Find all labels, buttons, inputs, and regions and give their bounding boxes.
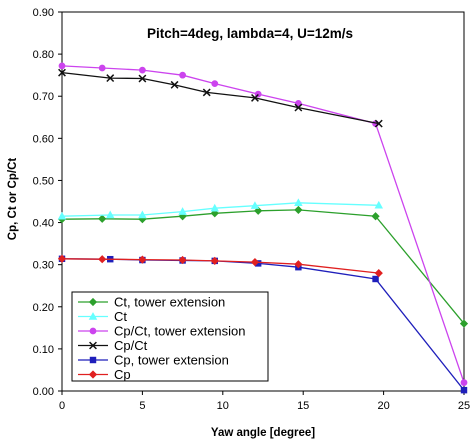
legend-entry: Cp [78,367,131,382]
y-axis-title: Cp, Ct or Cp/Ct [7,158,19,241]
legend-marker [89,341,97,350]
data-point-stroke [202,88,211,97]
legend-entry: Cp/Ct [78,338,148,353]
data-point-stroke [374,119,383,128]
legend-entry: Ct, tower extension [78,295,225,310]
legend-label: Cp/Ct [114,338,148,353]
legend-box [71,291,269,382]
data-point-stroke [58,68,66,77]
data-point [211,80,219,87]
series-1 [57,198,384,220]
data-point [138,255,147,264]
data-point [98,214,107,223]
legend-marker [88,370,98,379]
y-tick-label: 0.60 [33,133,54,145]
x-tick-label: 15 [297,400,309,412]
y-tick-label: 0.50 [33,175,54,187]
legend-marker-stroke [89,341,97,350]
data-point [460,379,468,386]
series-3 [58,68,383,128]
data-point-stroke [170,80,179,89]
data-point [250,201,260,209]
y-tick-label: 0.80 [33,49,54,61]
x-tick-label: 25 [458,400,470,412]
data-point [371,212,380,221]
data-point [106,74,115,83]
legend-label: Ct [114,309,127,324]
data-point [57,211,67,220]
data-point [251,93,259,102]
data-point [294,198,303,206]
axes: 0.00 0.10 0.20 0.30 0.40 0.50 0.60 0.70 0.80 0.90… [33,7,471,412]
data-point [459,319,469,328]
y-tick-label: 0.20 [33,302,54,314]
series-line [61,71,379,125]
data-point [58,68,66,77]
legend-label: Cp/Ct, tower extension [114,324,246,339]
data-point [139,66,146,74]
x-axis-title: Yaw angle [degree] [211,427,315,439]
data-point [98,255,107,264]
data-point [374,268,383,278]
data-point [460,386,468,394]
data-point-stroke [138,74,147,83]
data-point [58,62,66,70]
legend-marker [89,327,97,335]
data-point [138,210,147,219]
data-point [294,103,303,112]
data-point [294,260,303,269]
chart-title: Pitch=4deg, lambda=4, U=12m/s [147,26,353,41]
x-tick-label: 5 [139,400,145,412]
data-point [178,212,187,221]
series-5 [57,254,383,278]
y-tick-label: 0.00 [33,386,54,398]
y-tick-label: 0.40 [33,218,54,230]
data-point [210,209,219,218]
data-point [254,206,263,215]
legend-marker [88,312,98,320]
data-point [138,74,147,83]
data-point-stroke [251,93,259,102]
data-point [98,64,106,72]
legend-label: Ct, tower extension [114,295,225,310]
x-tick-label: 10 [217,400,229,412]
legend-marker [88,297,98,307]
y-tick-label: 0.10 [33,344,54,356]
x-tick-label: 20 [377,400,389,412]
legend-entry: Cp/Ct, tower extension [78,324,246,339]
legend-entry: Cp, tower extension [78,353,229,368]
series-line [61,202,379,217]
data-point [170,80,179,89]
data-point [210,256,219,265]
data-point [57,254,67,263]
y-tick-label: 0.30 [33,260,54,272]
legend-label: Cp [114,367,131,382]
data-point [105,210,115,219]
data-point-stroke [106,74,115,83]
data-point [202,88,211,97]
data-point [374,200,384,209]
series-group [57,62,469,394]
legend-entry: Ct [78,309,127,324]
series-line [61,258,379,274]
data-point-stroke [294,103,303,112]
legend-marker [89,356,97,364]
legend-label: Cp, tower extension [114,353,229,368]
data-point [374,119,383,128]
data-point [250,258,260,267]
data-point [372,275,379,283]
data-point [179,71,186,79]
x-tick-label: 0 [59,400,65,412]
y-tick-label: 0.70 [33,91,54,103]
data-point [294,205,303,215]
data-point [210,203,220,212]
data-point [178,207,187,215]
data-point [178,255,187,265]
y-tick-label: 0.90 [33,7,54,19]
data-point [294,99,302,107]
plot-area-frame [61,11,465,392]
